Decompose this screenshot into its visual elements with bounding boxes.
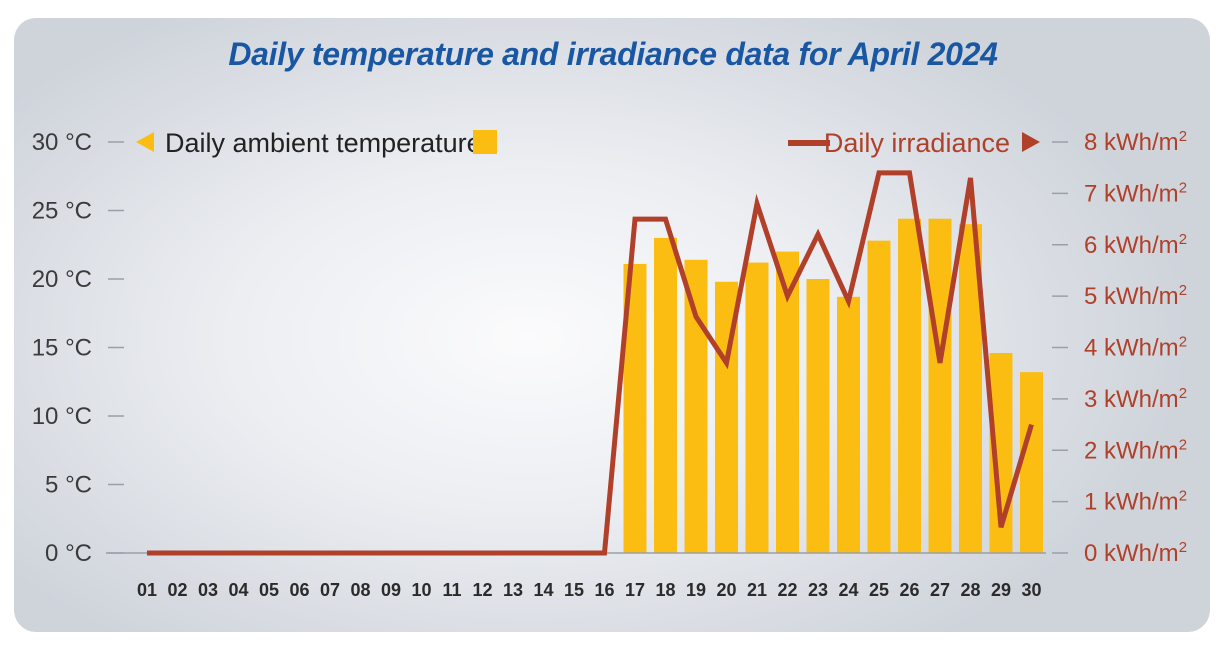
left-tick-label: 20 °C <box>32 266 92 293</box>
temperature-bar <box>623 263 647 553</box>
right-tick-label: 3 kWh/m2 <box>1084 385 1187 413</box>
x-tick-label: 01 <box>137 580 157 600</box>
x-tick-label: 24 <box>838 580 858 600</box>
right-tick-label: 6 kWh/m2 <box>1084 231 1187 259</box>
right-tick-label: 4 kWh/m2 <box>1084 334 1187 362</box>
x-tick-label: 25 <box>869 580 889 600</box>
x-tick-label: 06 <box>289 580 309 600</box>
x-tick-label: 13 <box>503 580 523 600</box>
temperature-bar <box>1020 372 1043 553</box>
x-tick-label: 28 <box>960 580 980 600</box>
x-tick-label: 26 <box>899 580 919 600</box>
x-tick-label: 23 <box>808 580 828 600</box>
temperature-bar <box>867 240 891 553</box>
temperature-bar <box>745 262 769 553</box>
temperature-bar <box>959 224 982 553</box>
x-tick-label: 10 <box>411 580 431 600</box>
right-tick-label: 5 kWh/m2 <box>1084 282 1187 310</box>
x-tick-label: 15 <box>564 580 584 600</box>
right-tick-label: 7 kWh/m2 <box>1084 179 1187 207</box>
left-tick-label: 30 °C <box>32 129 92 156</box>
irradiance-line <box>147 170 1034 556</box>
irradiance-line-layer <box>147 170 1034 556</box>
left-tick-label: 0 °C <box>45 540 92 567</box>
x-tick-label: 21 <box>747 580 767 600</box>
temperature-bar <box>806 279 830 553</box>
right-axis: 0 kWh/m2 1 kWh/m2 2 kWh/m2 3 kWh/m2 4 kWh/m2… <box>1052 128 1187 567</box>
left-tick-label: 5 °C <box>45 472 92 499</box>
temperature-bar <box>898 218 921 553</box>
chart-title: Daily temperature and irradiance data fo… <box>228 36 998 72</box>
x-tick-label: 17 <box>625 580 645 600</box>
left-tick-label: 10 °C <box>32 403 92 430</box>
x-tick-label: 09 <box>381 580 401 600</box>
temperature-bar <box>928 218 952 553</box>
left-tick-label: 25 °C <box>32 198 92 225</box>
right-tick-label: 1 kWh/m2 <box>1084 488 1187 516</box>
x-tick-label: 08 <box>350 580 370 600</box>
x-axis: 01 02 03 04 05 06 07 08 09 10 11 12 13 14 15 16 17 18 19 20… <box>137 580 1042 600</box>
x-tick-label: 27 <box>930 580 950 600</box>
temperature-bar <box>715 281 738 553</box>
x-tick-label: 02 <box>167 580 187 600</box>
x-tick-label: 05 <box>259 580 279 600</box>
x-tick-label: 11 <box>442 580 461 600</box>
left-tick-label: 15 °C <box>32 335 92 362</box>
x-tick-label: 30 <box>1021 580 1041 600</box>
legend-irradiance-label: Daily irradiance <box>824 128 1010 158</box>
x-tick-label: 16 <box>594 580 614 600</box>
right-tick-label: 2 kWh/m2 <box>1084 436 1187 464</box>
x-tick-label: 29 <box>991 580 1011 600</box>
x-tick-label: 20 <box>716 580 736 600</box>
x-tick-label: 04 <box>228 580 248 600</box>
x-tick-label: 18 <box>655 580 675 600</box>
right-tick-label: 8 kWh/m2 <box>1084 128 1187 156</box>
x-tick-label: 22 <box>777 580 797 600</box>
bars-layer <box>623 218 1043 553</box>
x-tick-label: 07 <box>320 580 340 600</box>
x-tick-label: 19 <box>686 580 706 600</box>
left-axis: 0 °C 5 °C 10 °C 15 °C 20 °C 25 °C 30 °C <box>32 129 124 567</box>
right-tick-label: 0 kWh/m2 <box>1084 539 1187 567</box>
temperature-bar <box>654 237 677 553</box>
x-tick-label: 12 <box>472 580 492 600</box>
temperature-bar <box>684 259 708 553</box>
temperature-bar <box>776 251 799 553</box>
legend-temperature-swatch <box>473 130 497 154</box>
x-tick-label: 14 <box>533 580 553 600</box>
legend-right-arrow <box>1022 132 1040 152</box>
legend-temperature-label: Daily ambient temperature <box>165 128 482 158</box>
legend-left-arrow <box>136 132 154 152</box>
x-tick-label: 03 <box>198 580 218 600</box>
temperature-bar <box>837 296 860 553</box>
